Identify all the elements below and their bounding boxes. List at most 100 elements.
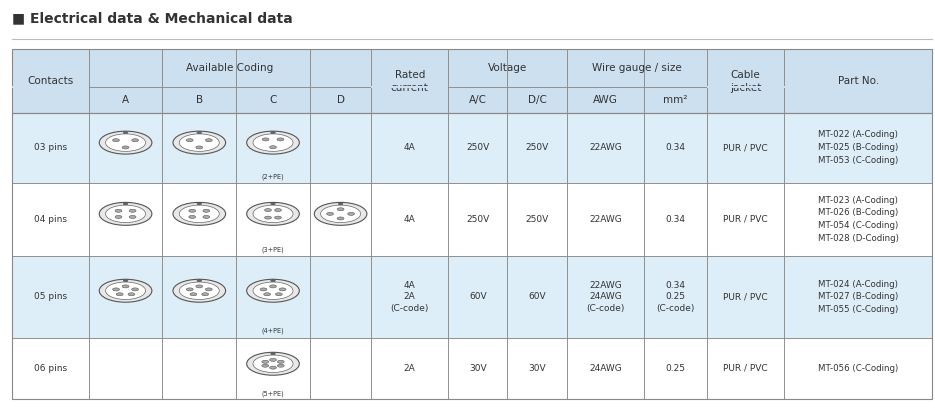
Bar [371,113,448,183]
Bar [89,256,163,337]
Circle shape [280,288,286,291]
Bar [784,87,932,113]
Bar [567,256,643,337]
Bar [163,113,237,183]
Circle shape [116,293,123,296]
Circle shape [129,215,137,218]
Bar [89,49,163,87]
Circle shape [180,282,220,299]
Circle shape [123,280,128,282]
Circle shape [277,138,284,141]
Circle shape [186,139,194,142]
Circle shape [180,134,220,151]
Circle shape [123,203,128,205]
Circle shape [203,209,209,212]
Bar [707,183,784,256]
Bar [784,256,932,337]
Bar [508,49,567,87]
Bar [707,113,784,183]
Bar [707,49,784,87]
Circle shape [190,293,197,296]
Bar [309,49,371,87]
Bar [371,49,448,87]
Bar [567,337,643,399]
Circle shape [278,360,284,363]
Text: (4+PE): (4+PE) [262,328,284,334]
Text: Voltage: Voltage [488,63,527,73]
Text: 04 pins: 04 pins [34,215,66,224]
Text: 0.34: 0.34 [666,143,685,152]
Circle shape [197,280,202,282]
Circle shape [173,279,225,302]
Bar [309,183,371,256]
Text: 30V: 30V [469,364,486,373]
Circle shape [262,138,269,141]
Circle shape [206,139,212,142]
Bar [784,183,932,256]
Bar [567,113,643,183]
Bar [508,337,567,399]
Bar [448,87,508,113]
Circle shape [265,216,271,219]
Bar [508,183,567,256]
Bar [567,87,643,113]
Text: A: A [122,95,129,105]
Circle shape [106,282,146,299]
Text: D/C: D/C [527,95,547,105]
Circle shape [262,360,268,363]
Bar [508,87,567,113]
Bar [309,256,371,337]
Bar [12,49,932,113]
Circle shape [186,288,194,291]
Bar [707,87,784,113]
Text: PUR / PVC: PUR / PVC [724,293,768,302]
Bar [643,337,707,399]
Circle shape [195,285,203,288]
Bar [89,87,163,113]
Text: 250V: 250V [525,215,549,224]
Bar [784,86,932,89]
Bar [12,49,89,87]
Circle shape [253,205,293,222]
Bar [508,256,567,337]
Text: MT-022 (A-Coding)
MT-025 (B-Coding)
MT-053 (C-Coding): MT-022 (A-Coding) MT-025 (B-Coding) MT-0… [818,131,899,165]
Text: 4A: 4A [404,215,415,224]
Text: 06 pins: 06 pins [34,364,67,373]
Text: 2A: 2A [404,364,415,373]
Bar [707,256,784,337]
Circle shape [278,364,284,367]
Text: Contacts: Contacts [27,76,74,86]
Circle shape [270,353,276,355]
Bar [237,87,309,113]
Circle shape [338,217,344,220]
Circle shape [253,355,293,373]
Bar [309,337,371,399]
Bar [508,113,567,183]
Text: MT-023 (A-Coding)
MT-026 (B-Coding)
MT-054 (C-Coding)
MT-028 (D-Coding): MT-023 (A-Coding) MT-026 (B-Coding) MT-0… [818,195,899,243]
Bar [371,183,448,256]
Circle shape [203,215,209,218]
Text: Rated
current: Rated current [391,70,428,93]
Text: PUR / PVC: PUR / PVC [724,143,768,152]
Bar [371,256,448,337]
Circle shape [112,139,120,142]
Circle shape [270,203,276,205]
Text: 0.34
0.25
(C-code): 0.34 0.25 (C-code) [656,281,695,313]
Circle shape [115,215,122,218]
Circle shape [265,208,271,212]
Circle shape [314,202,367,225]
Bar [707,337,784,399]
Text: (5+PE): (5+PE) [262,390,284,397]
Bar [12,86,89,89]
Bar [643,256,707,337]
Bar [643,183,707,256]
Bar [163,183,237,256]
Text: 03 pins: 03 pins [34,143,67,152]
Bar [309,113,371,183]
Text: 22AWG
24AWG
(C-code): 22AWG 24AWG (C-code) [586,281,625,313]
Circle shape [270,132,276,134]
Circle shape [275,216,281,219]
Bar [371,86,448,89]
Circle shape [275,208,281,212]
Bar [448,183,508,256]
